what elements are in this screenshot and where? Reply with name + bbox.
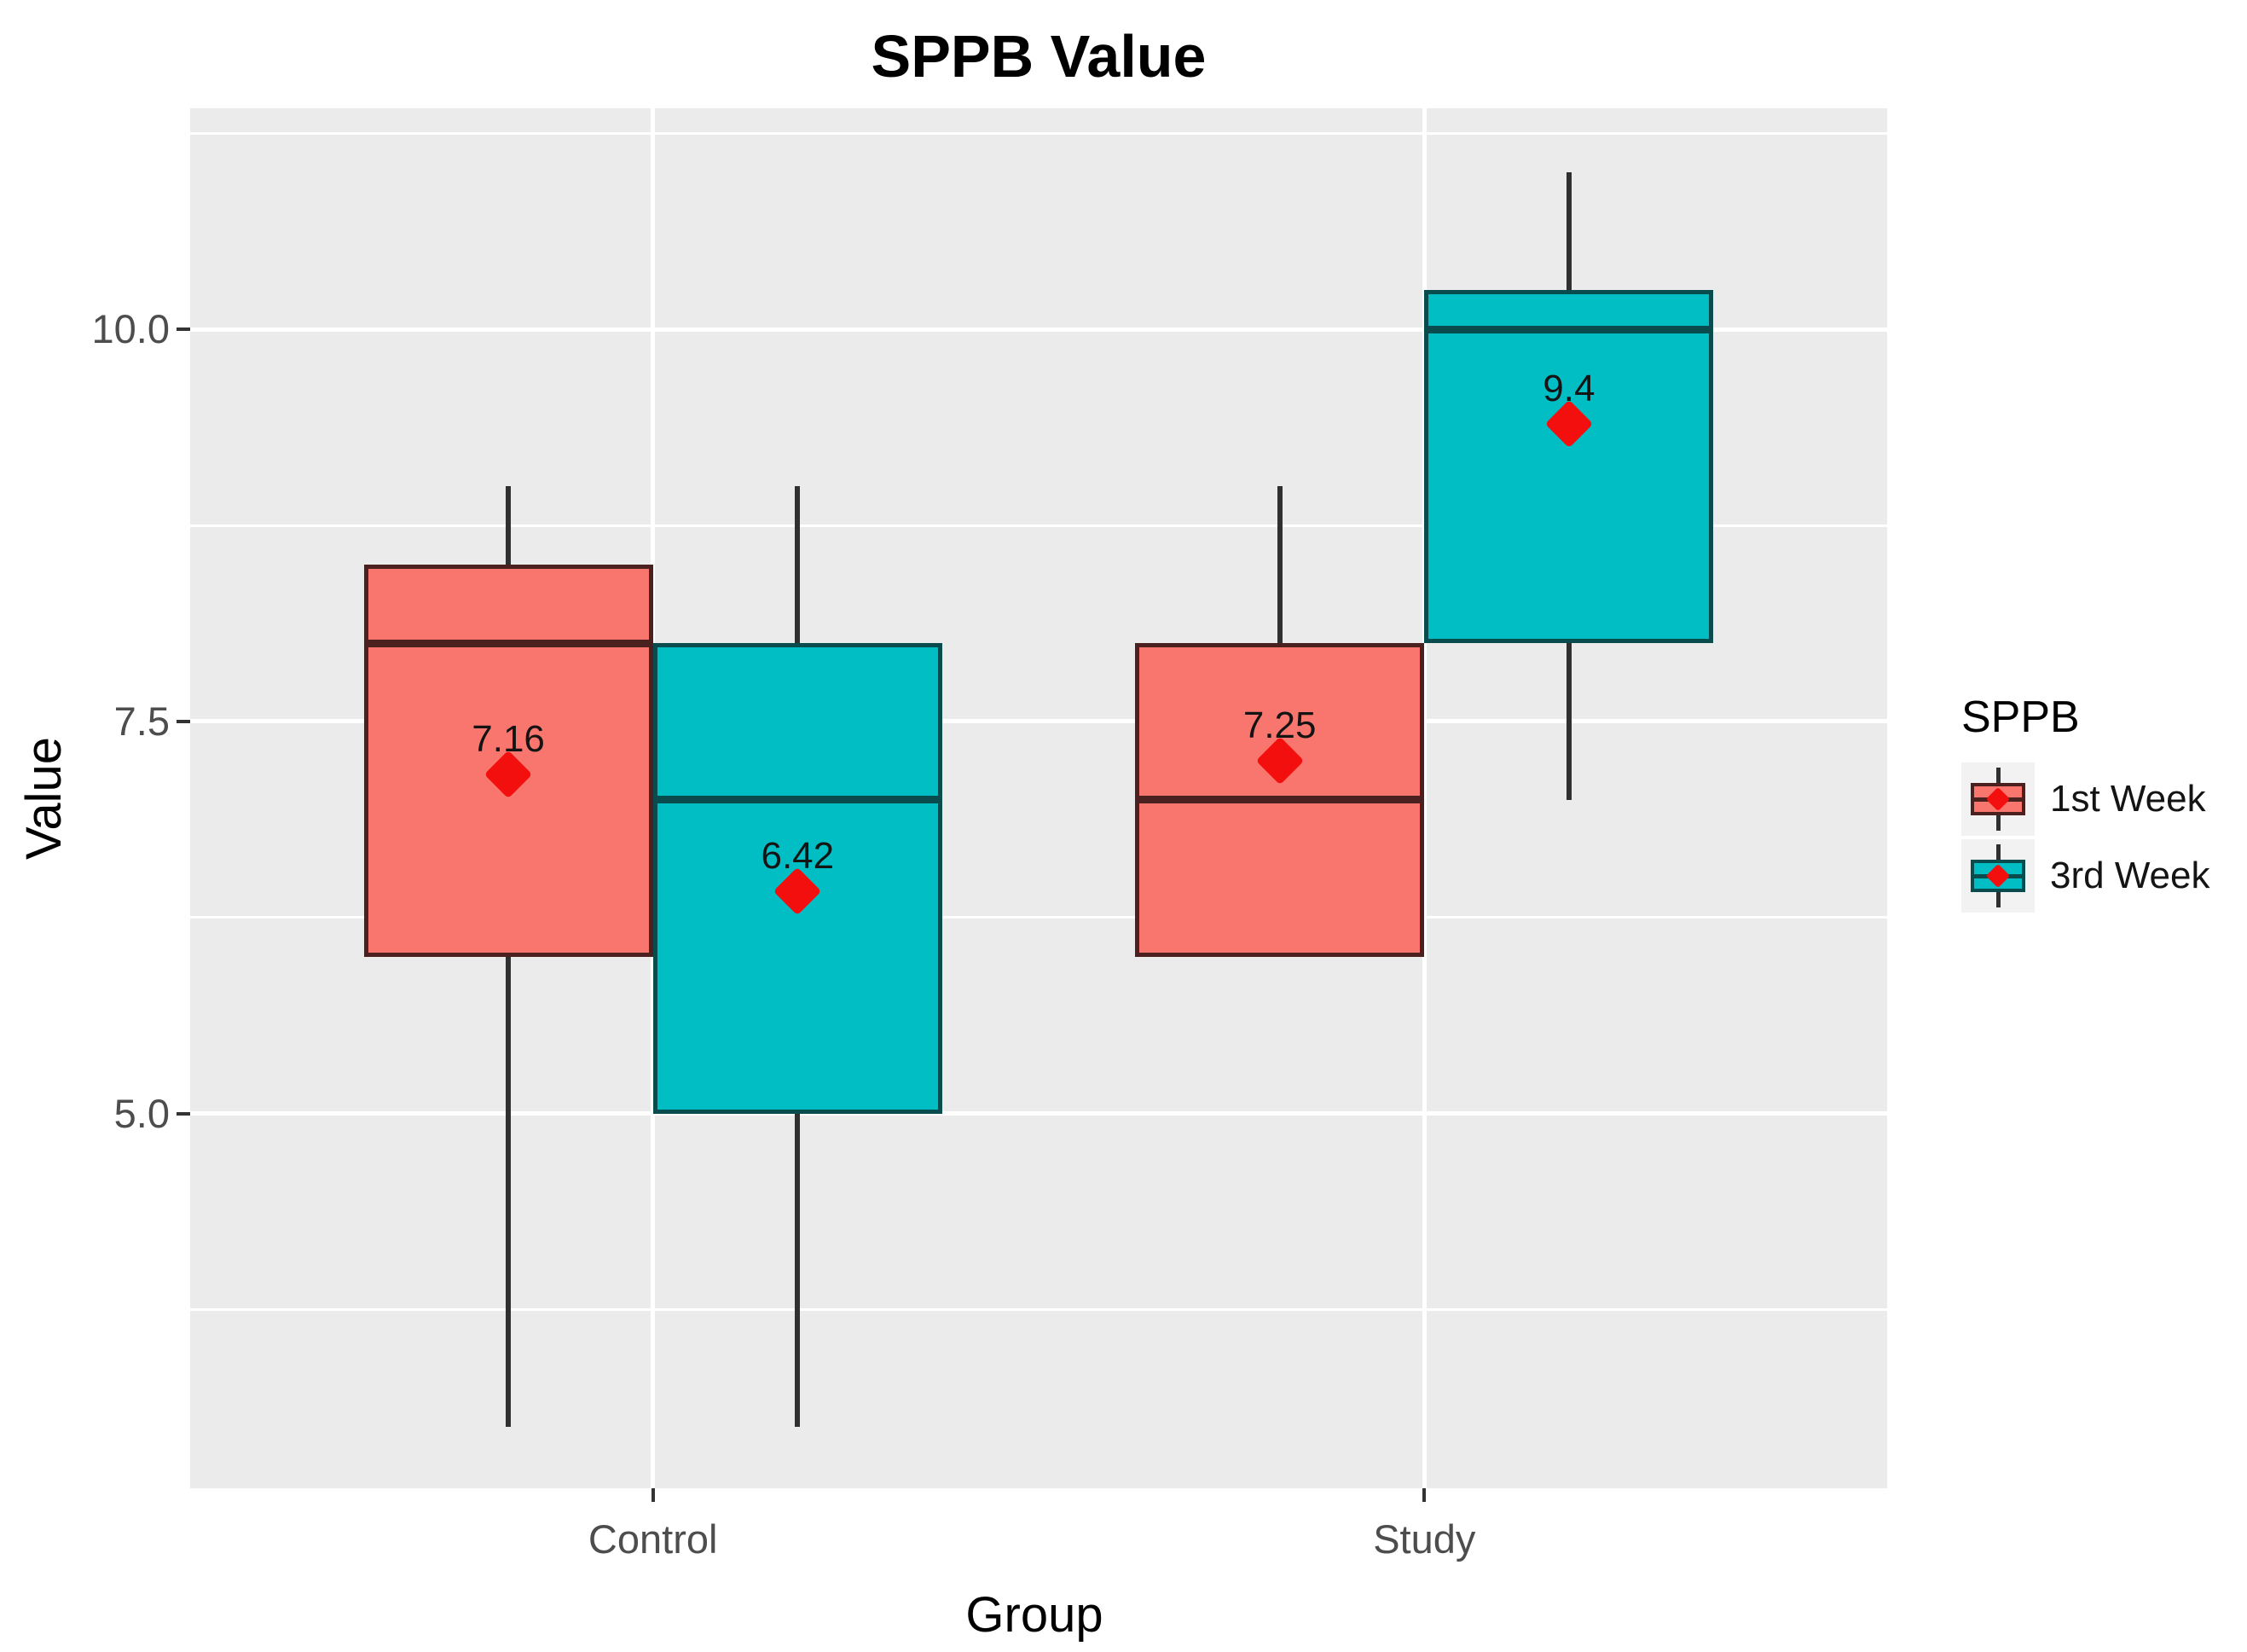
gridline-minor	[190, 1307, 1887, 1311]
gridline-major	[190, 327, 1887, 332]
y-tick-label: 10.0	[91, 306, 170, 352]
median-line	[1135, 796, 1425, 804]
median-line	[652, 796, 942, 804]
gridline-minor	[190, 131, 1887, 135]
whisker	[506, 486, 512, 1428]
y-tick-label: 7.5	[113, 698, 170, 744]
gridline-major	[190, 719, 1887, 724]
legend-entry-3rd-week: 3rd Week	[1961, 838, 2210, 913]
y-tick-mark	[177, 328, 190, 332]
mean-label: 7.25	[1242, 704, 1317, 746]
x-tick-label: Control	[588, 1516, 718, 1562]
mean-label: 6.42	[761, 834, 835, 877]
legend-label-3rd-week: 3rd Week	[2050, 854, 2210, 896]
legend-key-3rd-week	[1961, 838, 2035, 913]
mean-label: 9.4	[1543, 367, 1595, 409]
x-tick-label: Study	[1373, 1516, 1476, 1562]
x-axis-title: Group	[965, 1587, 1103, 1643]
median-line	[1424, 325, 1714, 333]
y-tick-mark	[177, 719, 190, 723]
legend-entry-1st-week: 1st Week	[1961, 762, 2210, 836]
legend-title: SPPB	[1961, 693, 2080, 742]
gridline-major	[190, 1111, 1887, 1116]
legend-key-1st-week	[1961, 762, 2035, 836]
y-axis-title: Value	[16, 736, 72, 861]
x-tick-mark	[1422, 1488, 1427, 1502]
boxplot-box	[1424, 290, 1714, 643]
legend: SPPB 1st Week 3rd Week	[1961, 693, 2210, 916]
y-tick-label: 5.0	[113, 1090, 170, 1136]
legend-label-1st-week: 1st Week	[2050, 777, 2206, 820]
gridline-major-vertical	[1422, 108, 1427, 1488]
gridline-minor	[190, 916, 1887, 919]
gridline-minor	[190, 524, 1887, 527]
y-tick-mark	[177, 1111, 190, 1116]
x-tick-mark	[651, 1488, 655, 1502]
chart-title: SPPB Value	[871, 23, 1207, 90]
median-line	[363, 639, 653, 647]
mean-label: 7.16	[472, 718, 545, 761]
